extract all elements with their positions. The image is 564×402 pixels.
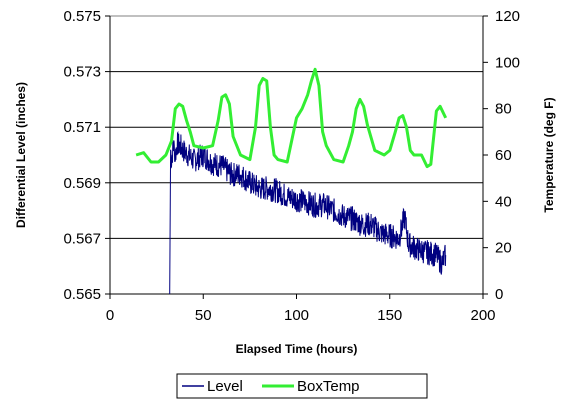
y-left-tick-label: 0.567	[63, 230, 101, 247]
series-line-boxtemp	[135, 67, 448, 169]
x-tick-marks	[109, 294, 484, 299]
y-right-tick-labels: 0 20 40 60 80 100 120	[495, 8, 520, 303]
legend-label-level: Level	[207, 378, 243, 395]
y-right-tick-label: 20	[495, 240, 512, 257]
y-left-tick-label: 0.573	[63, 64, 101, 81]
x-tick-label: 0	[106, 307, 114, 324]
y-left-axis-title: Differential Level (inches)	[14, 82, 28, 228]
legend-box	[176, 373, 428, 399]
y-right-tick-label: 100	[495, 54, 520, 71]
x-tick-label: 100	[284, 307, 309, 324]
y-right-tick-label: 40	[495, 193, 512, 210]
x-tick-label: 200	[470, 307, 495, 324]
y-right-tick-label: 80	[495, 101, 512, 118]
y-left-tick-marks	[105, 15, 110, 295]
legend: Level BoxTemp	[176, 373, 428, 399]
y-right-tick-label: 0	[495, 286, 503, 303]
y-right-tick-label: 120	[495, 8, 520, 25]
y-left-tick-label: 0.575	[63, 8, 101, 25]
series-line-level	[169, 130, 447, 295]
y-left-tick-label: 0.571	[63, 119, 101, 136]
y-right-tick-label: 60	[495, 147, 512, 164]
y-left-tick-labels: 0.565 0.567 0.569 0.571 0.573 0.575	[63, 8, 101, 303]
y-right-tick-marks	[483, 15, 488, 295]
x-axis-title: Elapsed Time (hours)	[236, 342, 358, 356]
x-tick-label: 150	[377, 307, 402, 324]
y-left-tick-label: 0.569	[63, 175, 101, 192]
x-tick-label: 50	[195, 307, 212, 324]
y-left-tick-label: 0.565	[63, 286, 101, 303]
x-tick-labels: 0 50 100 150 200	[106, 307, 496, 324]
legend-label-boxtemp: BoxTemp	[297, 378, 360, 395]
y-right-axis-title: Temperature (deg F)	[542, 97, 556, 212]
